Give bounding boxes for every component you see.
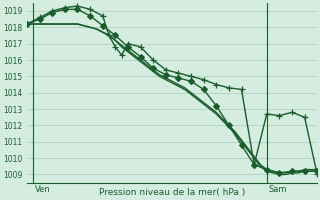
X-axis label: Pression niveau de la mer( hPa ): Pression niveau de la mer( hPa ) — [99, 188, 245, 197]
Text: Sam: Sam — [269, 185, 287, 194]
Text: Ven: Ven — [35, 185, 51, 194]
